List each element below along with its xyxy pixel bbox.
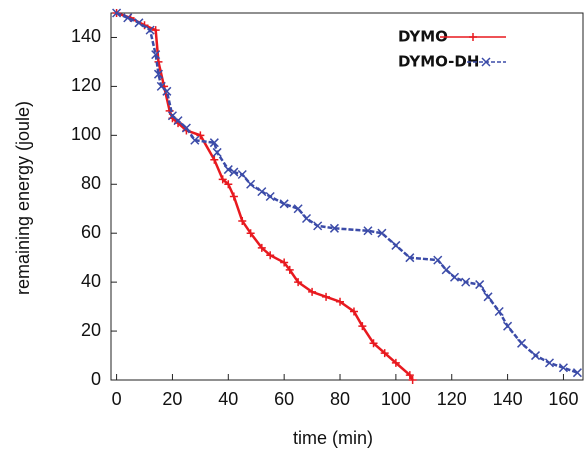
point-marker bbox=[475, 280, 485, 290]
x-tick-label: 20 bbox=[162, 389, 182, 409]
y-axis-label: remaining energy (joule) bbox=[13, 101, 33, 295]
point-marker bbox=[313, 221, 323, 231]
point-marker bbox=[190, 135, 200, 145]
point-marker bbox=[322, 292, 331, 301]
point-marker bbox=[229, 167, 239, 177]
point-marker bbox=[257, 243, 266, 252]
point-marker bbox=[449, 272, 460, 282]
point-marker bbox=[112, 8, 122, 18]
point-marker bbox=[265, 191, 275, 202]
point-marker bbox=[380, 349, 389, 358]
y-tick-label: 120 bbox=[71, 75, 101, 95]
point-marker bbox=[173, 116, 183, 126]
point-marker bbox=[246, 229, 255, 238]
point-marker bbox=[544, 358, 555, 368]
point-marker bbox=[572, 368, 582, 378]
y-tick-label: 60 bbox=[81, 222, 101, 242]
point-marker bbox=[246, 179, 256, 189]
point-marker bbox=[336, 297, 345, 306]
point-marker bbox=[308, 287, 317, 296]
point-marker bbox=[293, 204, 303, 214]
point-marker bbox=[369, 339, 378, 348]
x-tick-label: 100 bbox=[381, 389, 411, 409]
point-marker bbox=[151, 50, 161, 60]
y-tick-label: 20 bbox=[81, 320, 101, 340]
point-marker bbox=[363, 226, 373, 236]
legend-label: DYMO bbox=[398, 28, 448, 46]
point-marker bbox=[405, 253, 415, 263]
point-marker bbox=[209, 138, 219, 148]
x-tick-label: 0 bbox=[112, 389, 122, 409]
point-marker bbox=[151, 26, 160, 35]
point-marker bbox=[358, 322, 367, 331]
plot-frame bbox=[110, 12, 584, 381]
point-marker bbox=[391, 358, 400, 367]
legend-label: DYMO-DH bbox=[398, 53, 479, 71]
point-marker bbox=[280, 258, 289, 267]
y-tick-label: 80 bbox=[81, 173, 101, 193]
point-marker bbox=[391, 240, 401, 250]
point-marker bbox=[517, 338, 527, 348]
x-tick-label: 160 bbox=[548, 389, 578, 409]
point-marker bbox=[153, 69, 164, 79]
point-marker bbox=[294, 278, 303, 287]
x-axis-label: time (min) bbox=[293, 428, 373, 448]
point-marker bbox=[408, 376, 417, 384]
y-tick-label: 40 bbox=[81, 271, 101, 291]
point-marker bbox=[377, 228, 387, 238]
point-marker bbox=[503, 321, 513, 331]
point-marker bbox=[223, 165, 233, 175]
point-marker bbox=[145, 25, 155, 35]
point-marker bbox=[279, 199, 289, 209]
point-marker bbox=[461, 277, 471, 287]
y-tick-label: 140 bbox=[71, 26, 101, 46]
point-marker bbox=[181, 123, 191, 133]
series-line bbox=[116, 11, 414, 381]
x-tick-label: 60 bbox=[274, 389, 294, 409]
x-tick-label: 80 bbox=[330, 389, 350, 409]
point-marker bbox=[237, 169, 247, 180]
y-tick-label: 0 bbox=[91, 369, 101, 389]
point-marker bbox=[301, 213, 312, 224]
point-marker bbox=[405, 371, 414, 380]
point-marker bbox=[329, 223, 339, 233]
point-marker bbox=[210, 155, 219, 164]
point-marker bbox=[349, 307, 358, 316]
point-marker bbox=[483, 292, 493, 302]
point-marker bbox=[134, 18, 144, 28]
point-marker bbox=[162, 86, 172, 96]
point-marker bbox=[257, 187, 267, 197]
point-marker bbox=[218, 175, 227, 184]
y-tick-label: 100 bbox=[71, 124, 101, 144]
x-tick-label: 120 bbox=[437, 389, 467, 409]
x-tick-label: 140 bbox=[493, 389, 523, 409]
legend-marker bbox=[469, 33, 477, 41]
point-marker bbox=[558, 363, 568, 373]
legend-marker bbox=[481, 57, 491, 67]
point-marker bbox=[433, 255, 443, 265]
point-marker bbox=[494, 306, 504, 317]
point-marker bbox=[123, 13, 133, 23]
point-marker bbox=[229, 192, 238, 201]
x-tick-label: 40 bbox=[218, 389, 238, 409]
point-marker bbox=[224, 180, 233, 189]
point-marker bbox=[238, 216, 247, 225]
series-line bbox=[116, 11, 578, 374]
point-marker bbox=[530, 351, 541, 361]
point-marker bbox=[266, 251, 275, 260]
point-marker bbox=[196, 131, 205, 140]
point-marker bbox=[212, 147, 222, 157]
point-marker bbox=[441, 265, 451, 275]
point-marker bbox=[285, 265, 294, 274]
